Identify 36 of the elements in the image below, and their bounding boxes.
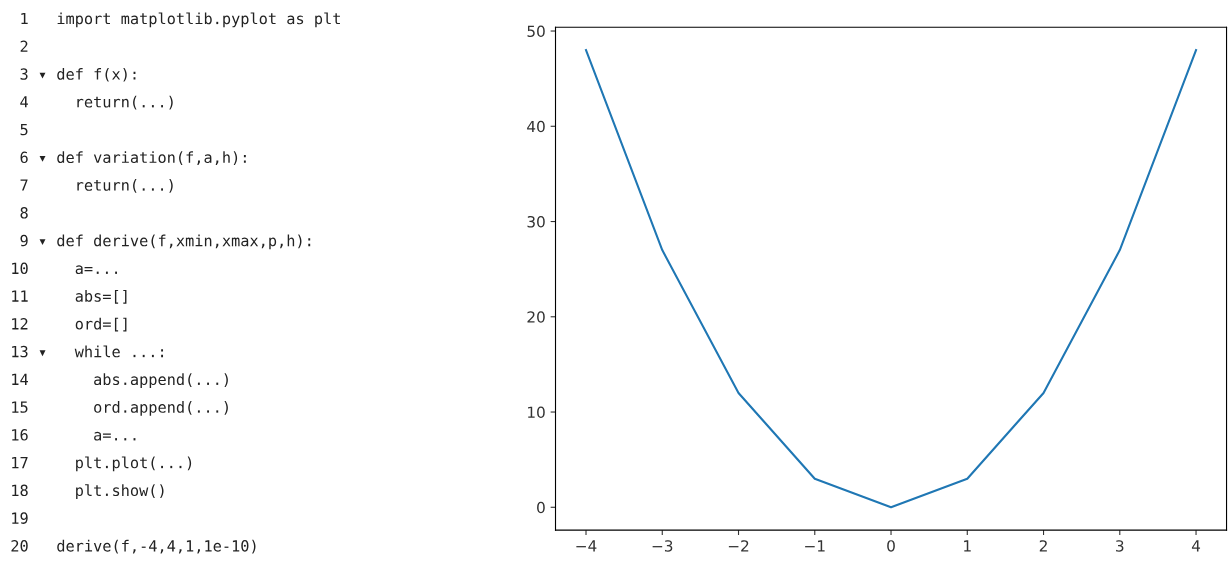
line-series <box>584 49 1198 509</box>
text: 3 ▾ def f(x): <box>20 68 136 82</box>
x-tick-label: 0 <box>887 540 895 552</box>
text: 7 return(...) <box>20 179 173 193</box>
text: 17 plt.plot(...) <box>12 456 192 472</box>
text: 11 abs=[] <box>12 290 127 304</box>
x-tick-label: −4 <box>576 540 597 552</box>
text: 8 <box>20 207 28 219</box>
x-tick-label: 1 <box>964 540 971 552</box>
text: 19 <box>12 512 28 524</box>
text: 10 a=... <box>12 262 118 275</box>
y-tick-label: 0 <box>537 501 545 514</box>
text: 14 abs.append(...) <box>12 373 228 389</box>
text: 18 plt.show() <box>12 484 164 500</box>
text: 12 ord=[] <box>12 317 127 332</box>
y-tick-label: 50 <box>527 25 545 38</box>
x-tick-label: −3 <box>652 540 673 552</box>
x-tick-label: −1 <box>805 540 825 552</box>
text: 20 derive(f,-4,4,1,1e-10) <box>11 539 256 554</box>
y-tick-label: 40 <box>527 120 545 133</box>
x-tick-label: 3 <box>1116 540 1124 552</box>
x-tick-label: 4 <box>1191 540 1201 552</box>
y-tick-label: 10 <box>528 406 545 419</box>
text: 6 ▾ def variation(f,a,h): <box>20 151 246 166</box>
text: 13 ▾ while ...: <box>12 345 164 358</box>
x-tick-label: −2 <box>728 540 749 552</box>
text: 15 ord.append(...) <box>12 401 228 416</box>
text: 4 return(...) <box>20 95 173 110</box>
text: 16 a=... <box>12 429 136 441</box>
x-tick-label: 2 <box>1039 540 1047 552</box>
text: 5 <box>20 123 28 136</box>
text: 9 ▾ def derive(f,xmin,xmax,p,h): <box>20 234 311 250</box>
text: 2 <box>20 40 28 52</box>
text: 1 import matplotlib.pyplot as plt <box>21 12 340 28</box>
y-tick-label: 30 <box>527 215 545 228</box>
y-tick-label: 20 <box>527 311 545 323</box>
